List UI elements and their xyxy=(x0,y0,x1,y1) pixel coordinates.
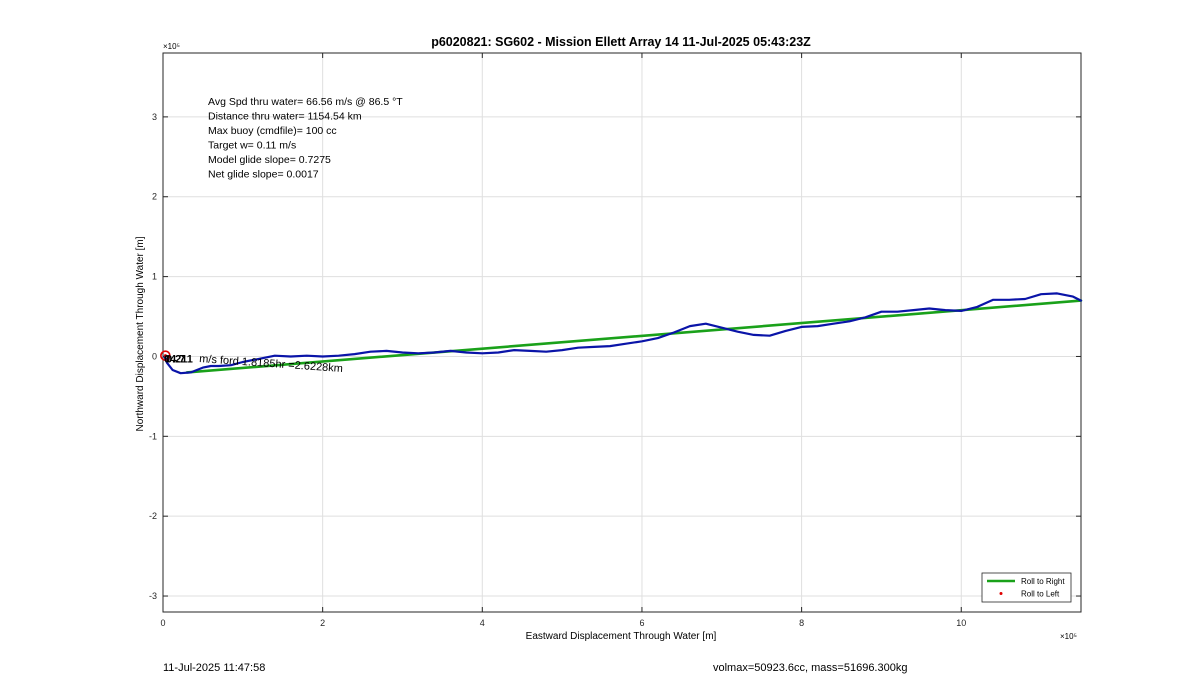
legend-box xyxy=(981,572,1072,603)
y-tick-label: -2 xyxy=(149,511,157,521)
x-tick-label: 6 xyxy=(639,618,644,628)
y-tick-label: -3 xyxy=(149,591,157,601)
x-tick-label: 8 xyxy=(799,618,804,628)
stats-annotation-line: Target w= 0.11 m/s xyxy=(208,140,296,152)
grid-lines xyxy=(162,53,1081,612)
stats-annotation-line: Net glide slope= 0.0017 xyxy=(208,169,319,181)
stats-annotation-line: Distance thru water= 1154.54 km xyxy=(208,111,362,123)
legend-swatch-roll-left xyxy=(999,592,1003,595)
roll-to-right-line xyxy=(185,299,1083,374)
x-tick-label: 2 xyxy=(320,618,325,628)
legend-label: Roll to Right xyxy=(1021,577,1065,586)
x-axis-exponent: ×10⁵ xyxy=(1060,632,1077,641)
series-lines xyxy=(160,292,1083,375)
stats-annotation-line: Avg Spd thru water= 66.56 m/s @ 86.5 °T xyxy=(208,96,403,108)
chart-title: p6020821: SG602 - Mission Ellett Array 1… xyxy=(431,35,811,49)
y-tick-label: -1 xyxy=(149,431,157,441)
track-line xyxy=(163,292,1083,375)
plot-area-frame xyxy=(162,52,1082,613)
x-tick-label: 10 xyxy=(956,618,966,628)
roll-to-left-point xyxy=(163,354,167,358)
point-label: 0.211 xyxy=(166,353,193,365)
point-label: 04.7 xyxy=(164,353,185,365)
x-tick-label: 0 xyxy=(160,618,165,628)
legend-label: Roll to Left xyxy=(1021,590,1060,599)
axis-ticks: 0 2 4 6 8 10 -3 -2 -1 0 1 2 3 xyxy=(149,53,1081,628)
stats-annotation-line: Model glide slope= 0.7275 xyxy=(208,154,331,166)
y-axis-label: Northward Displacement Through Water [m] xyxy=(135,236,146,431)
footer-timestamp: 11-Jul-2025 11:47:58 xyxy=(163,662,266,674)
stats-annotations: Avg Spd thru water= 66.56 m/s @ 86.5 °T D… xyxy=(208,96,403,181)
x-tick-label: 4 xyxy=(480,618,485,628)
y-tick-label: 2 xyxy=(152,192,157,202)
y-tick-label: 3 xyxy=(152,112,157,122)
y-tick-label: 0 xyxy=(152,351,157,361)
stats-annotation-line: Max buoy (cmdfile)= 100 cc xyxy=(208,125,337,137)
start-marker xyxy=(160,350,171,361)
y-tick-label: 1 xyxy=(152,272,157,282)
y-axis-exponent: ×10⁵ xyxy=(163,42,180,51)
x-axis-label: Eastward Displacement Through Water [m] xyxy=(526,631,717,642)
footer-mass-info: volmax=50923.6cc, mass=51696.300kg xyxy=(713,662,908,674)
legend: Roll to Right Roll to Left xyxy=(981,572,1072,603)
